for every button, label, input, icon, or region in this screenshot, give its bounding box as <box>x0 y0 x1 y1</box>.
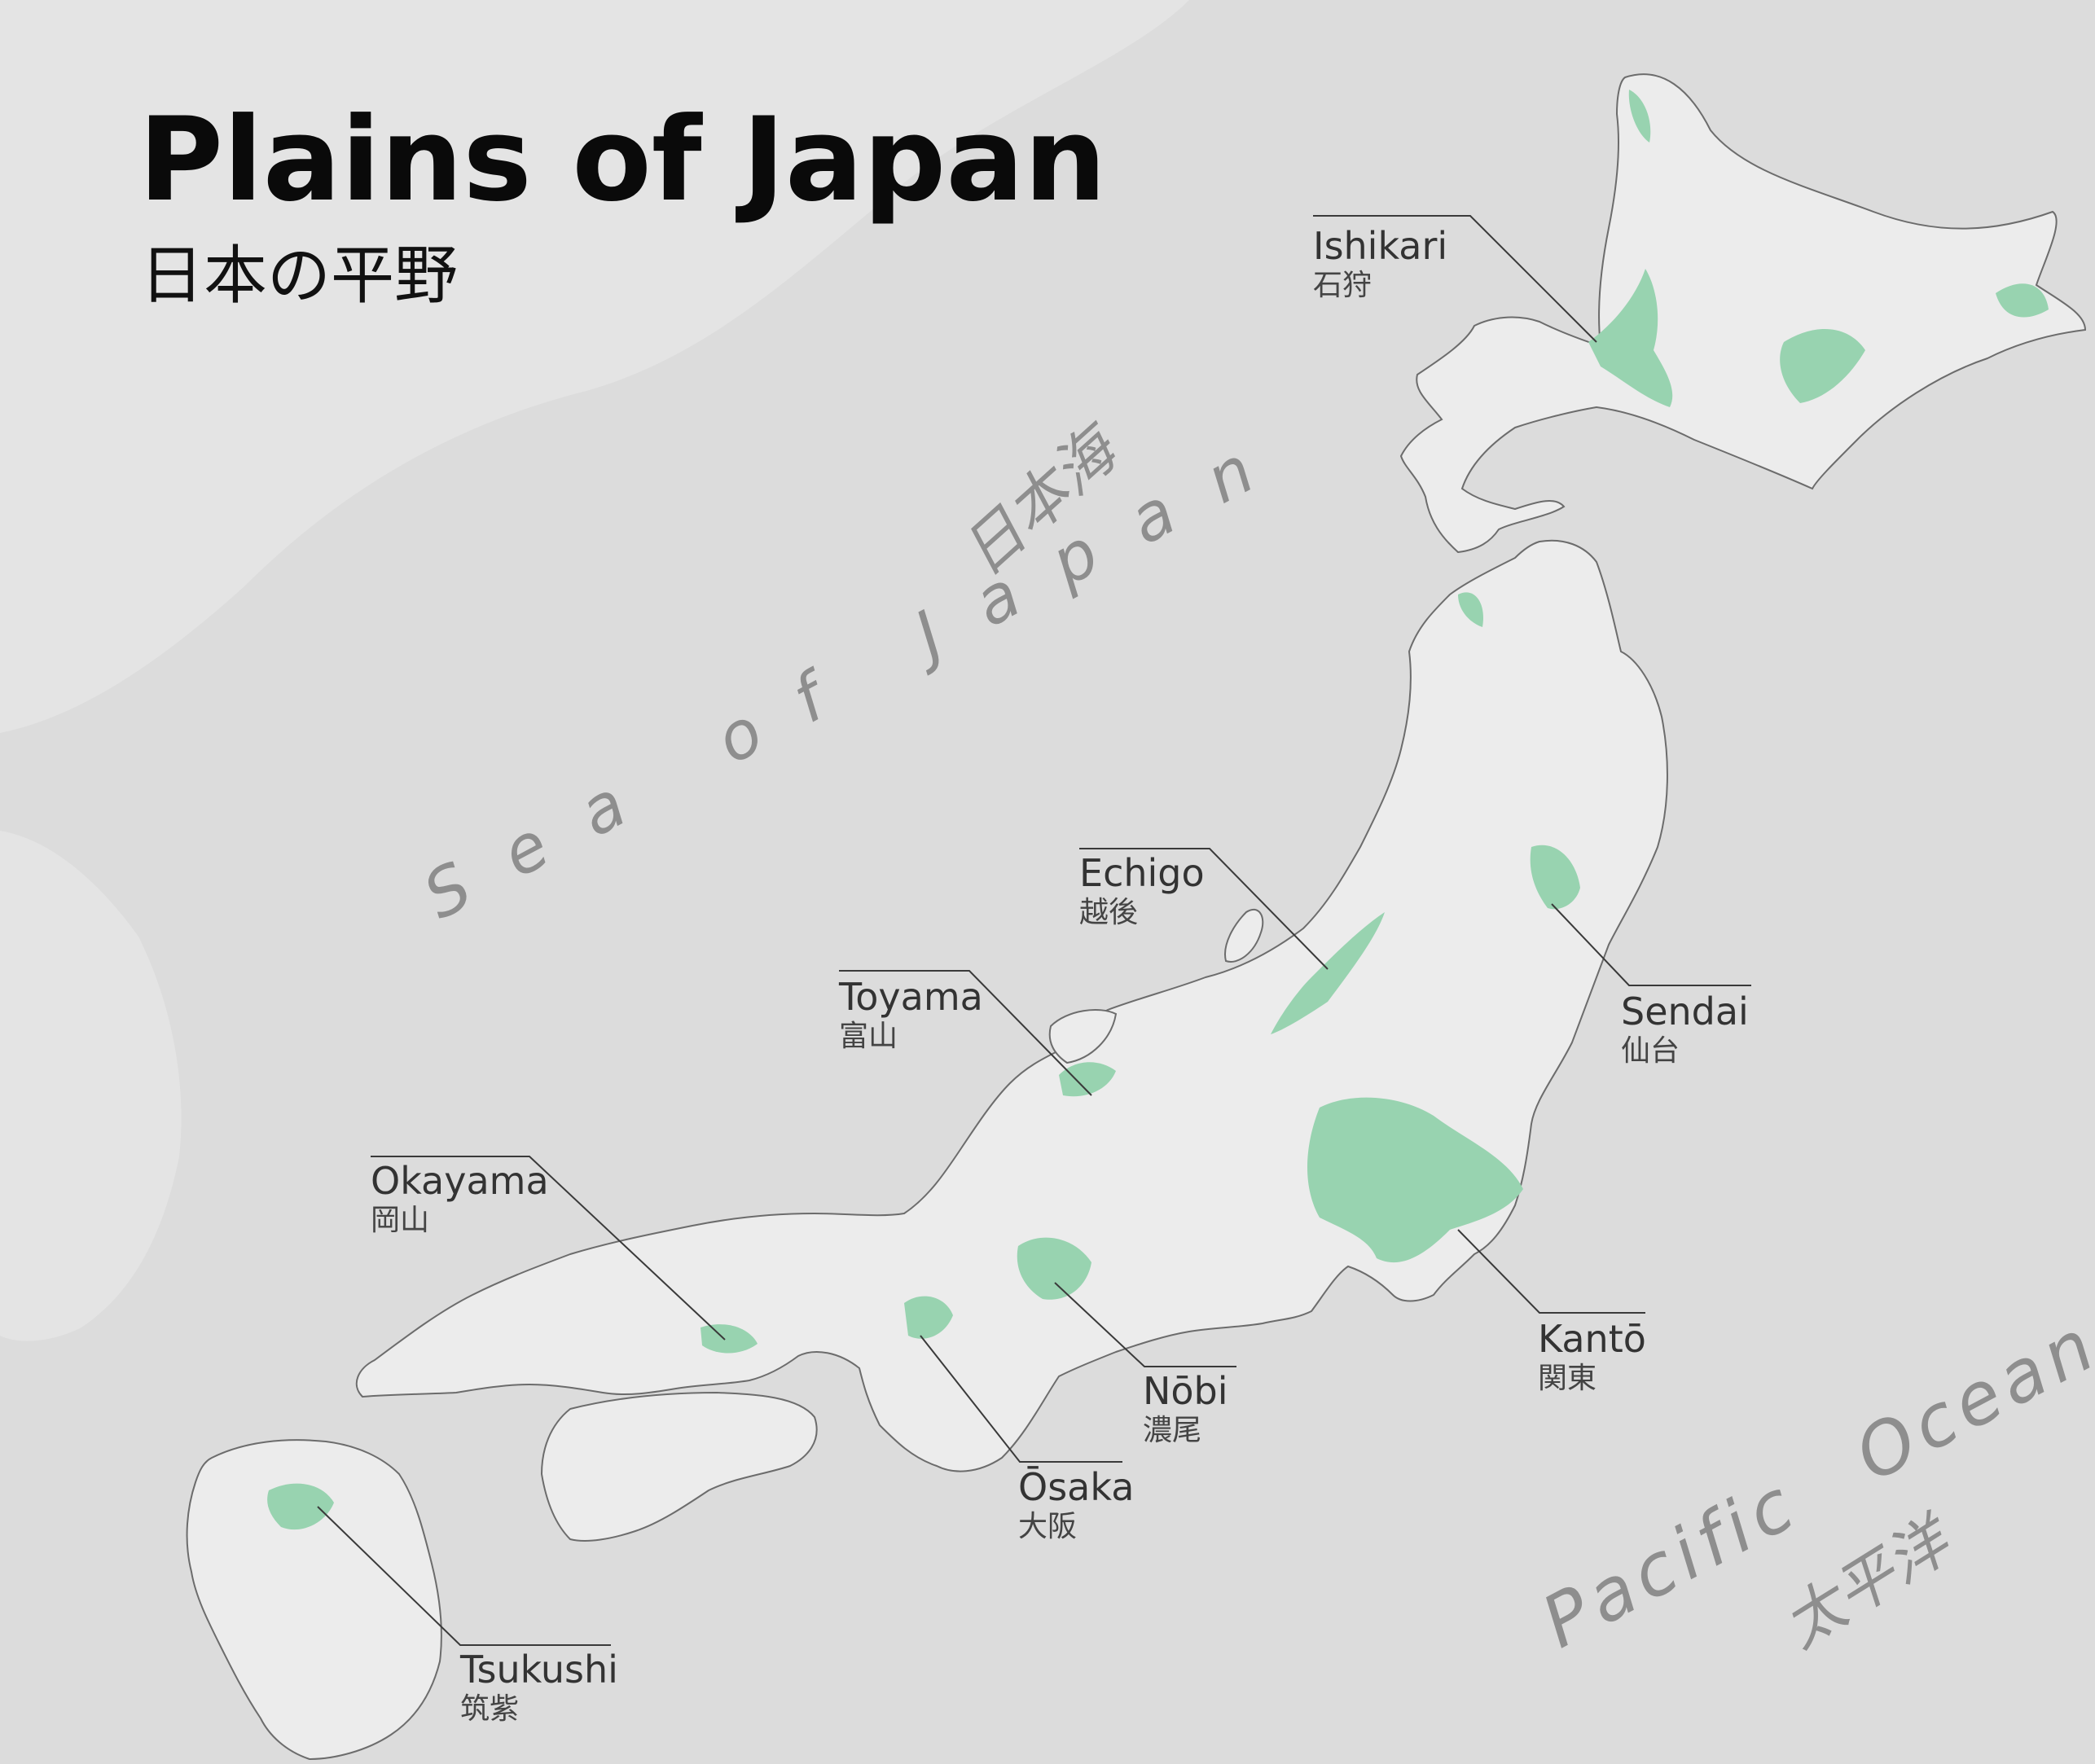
noto-peninsula <box>1048 1009 1118 1064</box>
sado-island <box>1224 908 1264 963</box>
leader-sendai <box>1551 903 1751 986</box>
hokkaido-north-plain <box>1628 90 1651 143</box>
nobi-plain <box>1017 1237 1091 1300</box>
kyushu-land <box>186 1439 442 1761</box>
leader-nobi <box>1054 1282 1236 1367</box>
map-title: Plains of Japan <box>138 93 1106 227</box>
plain-label-ja-echigo: 越後 <box>1079 896 1138 929</box>
plain-label-nobi: Nōbi <box>1143 1369 1228 1413</box>
sendai-plain <box>1530 845 1580 910</box>
callout-sendai: Sendai 仙台 <box>1551 903 1751 1068</box>
callout-echigo: Echigo 越後 <box>1079 848 1329 970</box>
asian-mainland <box>0 0 1189 733</box>
kyushu <box>186 1439 442 1761</box>
plain-label-tsukushi: Tsukushi <box>459 1648 618 1692</box>
plain-label-ja-nobi: 濃尾 <box>1143 1414 1201 1447</box>
plain-label-ja-toyama: 富山 <box>839 1020 898 1053</box>
plain-label-okayama: Okayama <box>371 1159 549 1203</box>
osaka-plain <box>904 1296 953 1339</box>
honshu-land <box>355 539 1668 1472</box>
leader-kanto <box>1457 1229 1645 1314</box>
hokkaido <box>1399 73 2087 554</box>
shikoku-land <box>540 1391 818 1542</box>
hokkaido-land <box>1399 73 2087 554</box>
echigo-plain <box>1271 912 1385 1034</box>
leader-okayama <box>371 1156 726 1341</box>
korean-peninsula <box>0 831 182 1341</box>
plain-label-osaka: Ōsaka <box>1018 1465 1134 1509</box>
plain-label-ja-tsukushi: 筑紫 <box>460 1692 519 1726</box>
leader-tsukushi <box>317 1506 611 1646</box>
leader-osaka <box>920 1335 1122 1463</box>
tsukushi-plain <box>267 1483 334 1530</box>
callout-osaka: Ōsaka 大阪 <box>920 1335 1134 1543</box>
leader-echigo <box>1079 848 1329 970</box>
plain-label-ja-ishikari: 石狩 <box>1313 269 1372 302</box>
tokachi-plain <box>1780 328 1865 403</box>
plain-label-sendai: Sendai <box>1621 990 1749 1033</box>
shikoku <box>540 1391 818 1542</box>
leader-ishikari <box>1313 215 1597 343</box>
callout-ishikari: Ishikari 石狩 <box>1313 215 1597 343</box>
callout-toyama: Toyama 富山 <box>838 970 1092 1096</box>
leader-toyama <box>839 970 1092 1096</box>
callout-nobi: Nōbi 濃尾 <box>1054 1282 1236 1447</box>
kanto-plain <box>1307 1097 1523 1263</box>
okayama-plain <box>701 1324 758 1354</box>
plain-label-ishikari: Ishikari <box>1313 224 1447 268</box>
ishikari-plain <box>1588 269 1673 407</box>
callout-kanto: Kantō 関東 <box>1457 1229 1646 1395</box>
callout-tsukushi: Tsukushi 筑紫 <box>317 1506 618 1726</box>
honshu <box>355 539 1668 1472</box>
plain-label-ja-osaka: 大阪 <box>1018 1510 1077 1543</box>
tohoku-north-plain <box>1458 592 1483 627</box>
toyama-plain <box>1059 1062 1116 1097</box>
map-subtitle: 日本の平野 <box>140 239 458 313</box>
plain-label-ja-sendai: 仙台 <box>1621 1034 1680 1068</box>
plain-label-toyama: Toyama <box>838 975 983 1019</box>
plain-label-ja-okayama: 岡山 <box>371 1204 429 1237</box>
plain-label-echigo: Echigo <box>1079 851 1205 895</box>
plain-label-kanto: Kantō <box>1538 1317 1646 1361</box>
kushiro-plain <box>1996 283 2049 318</box>
callout-okayama: Okayama 岡山 <box>371 1156 726 1341</box>
plain-label-ja-kanto: 関東 <box>1538 1362 1597 1395</box>
